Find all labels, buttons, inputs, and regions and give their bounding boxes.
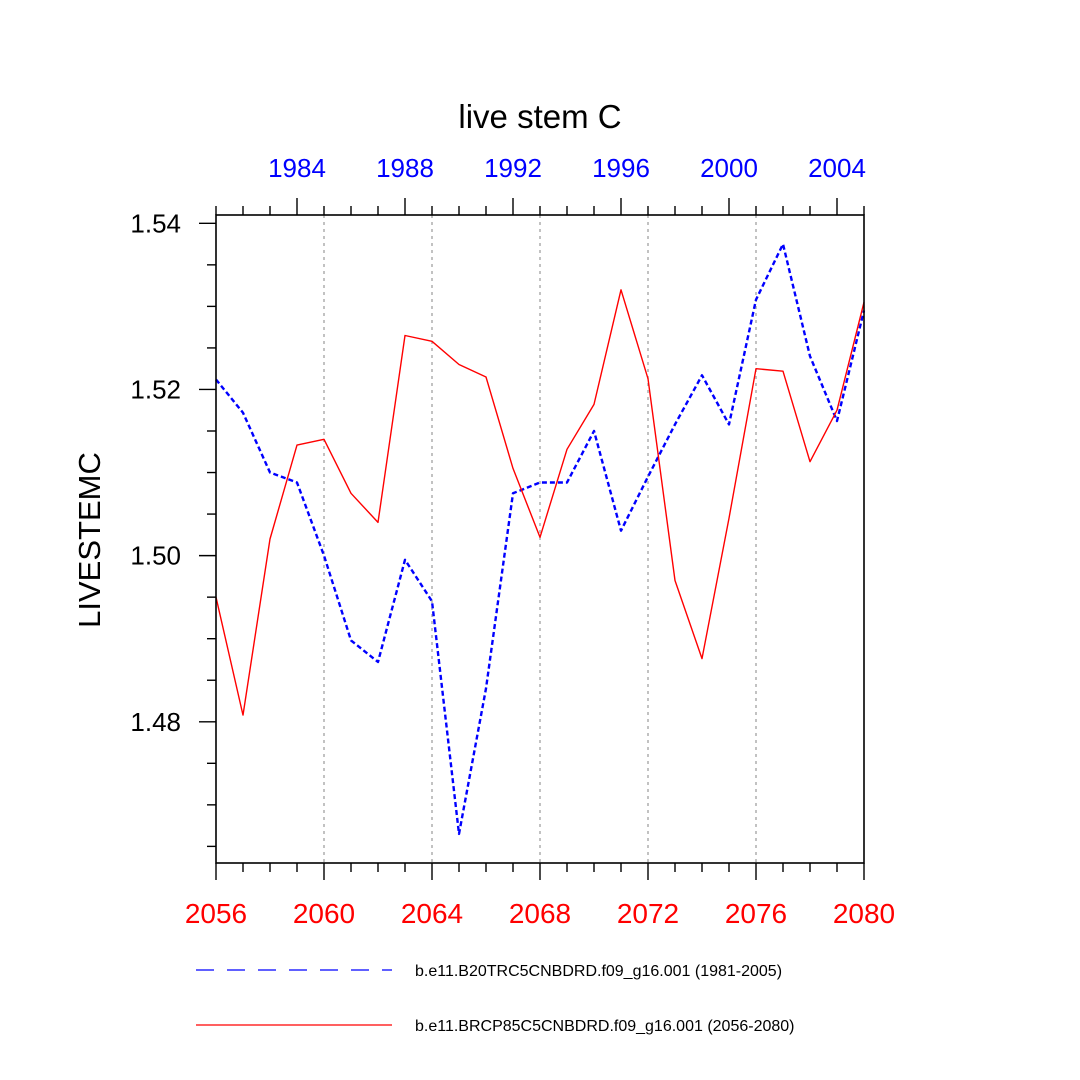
chart-title: live stem C (458, 98, 621, 135)
top-tick-label: 1996 (592, 153, 650, 183)
bottom-tick-label: 2076 (725, 898, 787, 929)
bottom-tick-label: 2056 (185, 898, 247, 929)
axis-ticks: 2056 2060 2064 2068 2072 2076 2080 1984 1988 1992… (130, 153, 895, 929)
legend-label-future: b.e11.BRCP85C5CNBDRD.f09_g16.001 (2056-2… (415, 1018, 794, 1035)
y-tick-label: 1.54 (130, 208, 181, 238)
bottom-tick-label: 2068 (509, 898, 571, 929)
y-axis-label: LIVESTEMC (72, 452, 107, 628)
top-tick-label: 1984 (268, 153, 326, 183)
series-line-historical (215, 242, 866, 836)
y-tick-label: 1.52 (130, 374, 181, 404)
top-tick-label: 1992 (484, 153, 542, 183)
legend-label-historical: b.e11.B20TRC5CNBDRD.f09_g16.001 (1981-20… (415, 963, 782, 980)
top-tick-label: 2004 (808, 153, 866, 183)
series-layer (215, 242, 866, 836)
y-tick-label: 1.50 (130, 541, 181, 571)
bottom-tick-label: 2080 (833, 898, 895, 929)
bottom-tick-label: 2064 (401, 898, 463, 929)
bottom-tick-label: 2072 (617, 898, 679, 929)
y-tick-label: 1.48 (130, 707, 181, 737)
bottom-tick-label: 2060 (293, 898, 355, 929)
top-tick-label: 2000 (700, 153, 758, 183)
legend: b.e11.B20TRC5CNBDRD.f09_g16.001 (1981-20… (196, 963, 794, 1035)
vertical-gridlines (323, 215, 757, 863)
top-tick-label: 1988 (376, 153, 434, 183)
series-line-future (215, 289, 865, 716)
